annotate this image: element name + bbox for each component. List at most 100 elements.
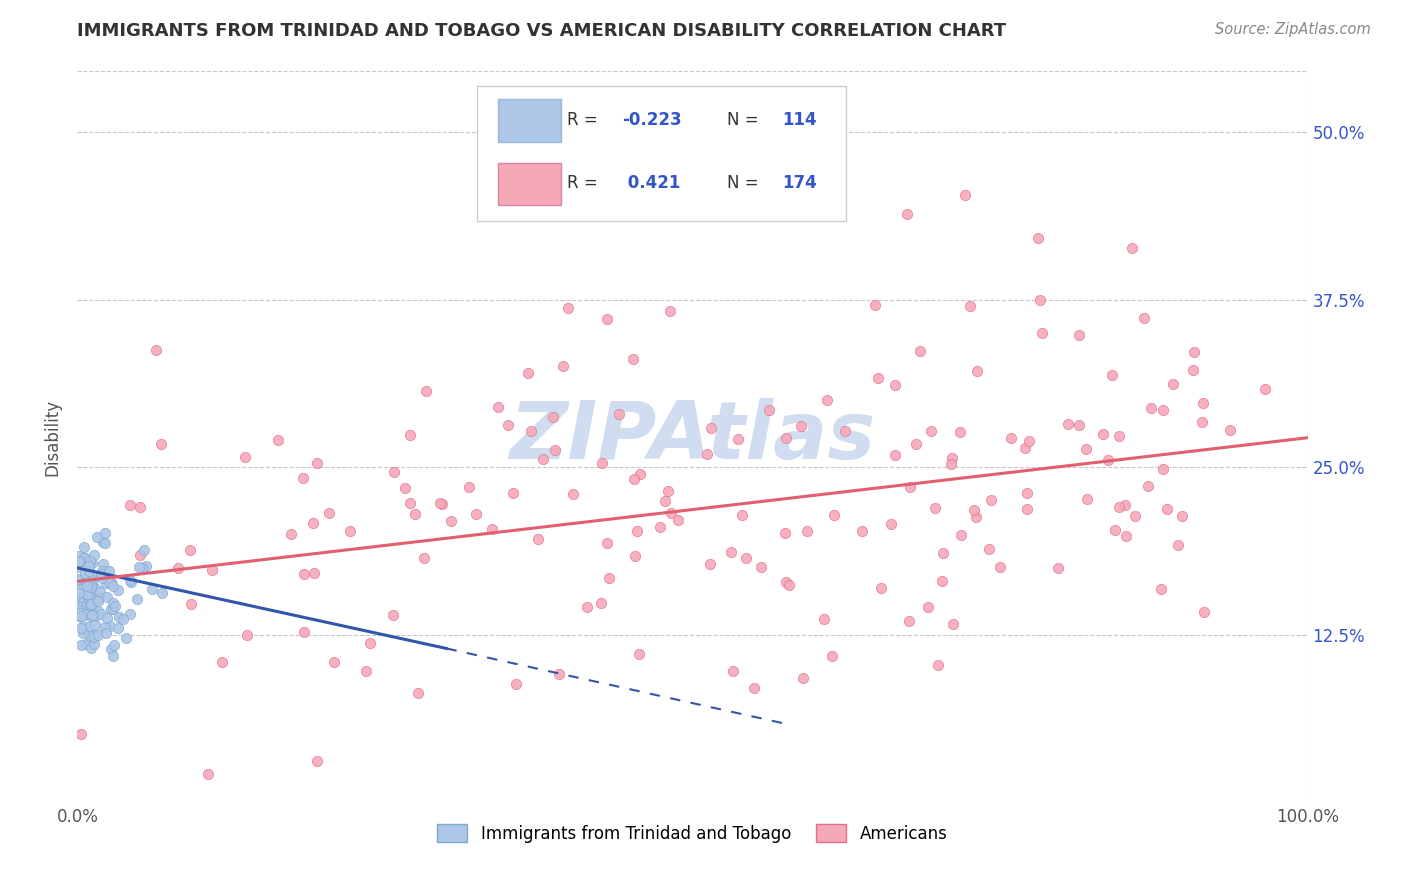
Point — [307, 754, 329, 768]
Point — [80, 578, 103, 592]
Point — [959, 300, 981, 314]
Point — [80, 556, 103, 570]
Point — [1133, 311, 1156, 326]
Point — [880, 516, 903, 531]
Point — [949, 425, 972, 440]
Point — [141, 582, 163, 596]
Point — [626, 524, 648, 538]
Point — [624, 549, 647, 563]
Point — [77, 564, 100, 578]
Point — [988, 560, 1011, 574]
Point — [103, 638, 125, 652]
Point — [1218, 423, 1240, 437]
Point — [98, 619, 121, 633]
Point — [69, 578, 91, 592]
Point — [796, 524, 818, 539]
Point — [201, 564, 224, 578]
Point — [107, 621, 129, 635]
Point — [101, 648, 124, 663]
Point — [950, 527, 973, 541]
Point — [1152, 403, 1174, 417]
Y-axis label: Disability: Disability — [44, 399, 62, 475]
FancyBboxPatch shape — [498, 163, 561, 205]
Point — [94, 575, 117, 590]
Point — [302, 566, 325, 580]
Point — [1192, 396, 1215, 410]
Point — [623, 472, 645, 486]
Point — [96, 590, 118, 604]
Point — [382, 465, 405, 479]
Point — [96, 626, 118, 640]
Point — [323, 655, 346, 669]
Text: N =: N = — [727, 174, 758, 193]
Point — [696, 447, 718, 461]
Point — [150, 586, 173, 600]
Point — [869, 581, 891, 595]
Point — [69, 606, 91, 620]
Point — [87, 591, 110, 606]
Point — [863, 298, 886, 312]
Point — [657, 484, 679, 499]
Point — [87, 594, 110, 608]
Point — [963, 502, 986, 516]
Point — [86, 530, 108, 544]
Point — [128, 500, 150, 515]
Point — [505, 677, 527, 691]
Point — [1170, 508, 1192, 523]
Point — [547, 667, 569, 681]
Point — [598, 571, 620, 585]
Point — [149, 437, 172, 451]
Point — [908, 344, 931, 359]
Point — [429, 496, 451, 510]
Point — [73, 541, 96, 555]
Point — [773, 525, 796, 540]
Point — [1104, 523, 1126, 537]
Point — [89, 585, 111, 599]
Point — [628, 467, 651, 482]
Point — [415, 384, 437, 398]
Point — [897, 615, 920, 629]
FancyBboxPatch shape — [498, 99, 561, 142]
Point — [1014, 441, 1036, 455]
Point — [76, 599, 98, 613]
Point — [821, 648, 844, 663]
Point — [721, 664, 744, 678]
Point — [307, 456, 329, 470]
Point — [382, 607, 405, 622]
Point — [67, 591, 90, 606]
Point — [557, 301, 579, 315]
Point — [90, 566, 112, 581]
Point — [731, 508, 754, 522]
Point — [966, 364, 988, 378]
Point — [129, 548, 152, 562]
Point — [120, 574, 142, 589]
Point — [666, 513, 689, 527]
Text: R =: R = — [567, 174, 598, 193]
Point — [1191, 415, 1213, 429]
Point — [318, 506, 340, 520]
Point — [817, 393, 839, 408]
Point — [758, 403, 780, 417]
Point — [924, 500, 946, 515]
Point — [735, 551, 758, 566]
Point — [778, 578, 800, 592]
Point — [432, 497, 454, 511]
Point — [1152, 462, 1174, 476]
Point — [69, 549, 91, 564]
Point — [80, 597, 103, 611]
Text: 114: 114 — [782, 112, 817, 129]
Point — [520, 424, 543, 438]
Point — [502, 485, 524, 500]
Point — [898, 480, 921, 494]
Point — [76, 579, 98, 593]
Point — [180, 597, 202, 611]
Point — [591, 456, 613, 470]
Point — [83, 627, 105, 641]
Point — [412, 551, 434, 566]
Point — [79, 578, 101, 592]
Point — [775, 430, 797, 444]
Point — [742, 681, 765, 696]
Point — [67, 573, 90, 587]
Point — [90, 571, 112, 585]
Point — [114, 631, 136, 645]
